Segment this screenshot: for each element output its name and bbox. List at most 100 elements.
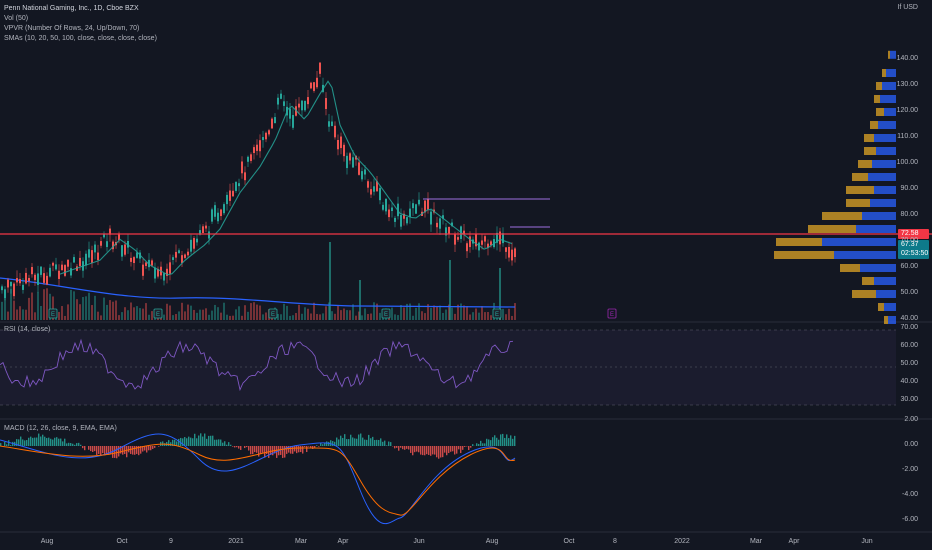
macd-histogram-bar — [398, 446, 400, 451]
macd-histogram-bar — [124, 446, 126, 454]
earnings-marker-label: E — [156, 312, 160, 318]
rsi-legend[interactable]: RSI (14, close) — [4, 326, 51, 333]
volume-bar — [70, 289, 72, 320]
time-axis-tick: Mar — [294, 538, 308, 545]
macd-histogram-bar — [26, 440, 28, 446]
volume-bar — [298, 304, 300, 320]
macd-histogram-bar — [212, 435, 214, 446]
candle-body — [67, 259, 69, 267]
macd-histogram-bar — [170, 442, 172, 446]
macd-histogram-bar — [18, 439, 20, 446]
volume-bar — [10, 288, 12, 320]
candle-body — [466, 243, 468, 252]
candle-body — [250, 154, 252, 161]
candle-body — [193, 237, 195, 249]
macd-histogram-bar — [178, 438, 180, 446]
volume-profile-down — [846, 186, 874, 194]
volume-bar — [331, 311, 333, 320]
moving-averages — [59, 80, 513, 276]
volume-bar — [82, 297, 84, 320]
candle-body — [154, 267, 156, 279]
volume-bar — [301, 313, 303, 320]
macd-histogram-bar — [256, 446, 258, 453]
time-axis-tick: Apr — [788, 538, 800, 545]
volume-bar — [148, 314, 150, 320]
volume-bar — [73, 291, 75, 320]
macd-histogram-bar — [480, 440, 482, 446]
candle-body — [463, 230, 465, 234]
macd-histogram-bar — [292, 446, 294, 454]
volume-bar — [355, 315, 357, 320]
volume-bar — [220, 312, 222, 320]
volume-bar — [193, 309, 195, 320]
volume-profile-up — [874, 134, 896, 142]
volume-bar — [490, 315, 492, 320]
horizontal-levels — [0, 198, 932, 235]
candle-body — [379, 188, 381, 201]
candle-body — [391, 207, 393, 212]
macd-histogram-bar — [90, 446, 92, 452]
candle-body — [274, 117, 276, 124]
macd-histogram-bar — [396, 446, 398, 448]
macd-histogram-bar — [28, 437, 30, 446]
volume-bar — [142, 308, 144, 320]
volume-bar — [40, 305, 42, 320]
earnings-marker — [268, 308, 278, 319]
macd-histogram-bar — [318, 446, 320, 447]
earnings-marker-label: E — [610, 312, 614, 318]
time-axis-tick: Aug — [40, 538, 54, 545]
symbol-title: Penn National Gaming, Inc., 1D, Cboe BZX — [4, 5, 139, 12]
volume-bar — [304, 307, 306, 320]
candle-body — [262, 137, 264, 141]
volume-bar — [175, 313, 177, 320]
macd-histogram-bar — [6, 444, 8, 446]
volume-bar — [46, 288, 48, 320]
earnings-marker-label: E — [495, 312, 499, 318]
macd-histogram-bar — [408, 446, 410, 450]
macd-histogram-bar — [110, 446, 112, 454]
earnings-marker — [153, 308, 163, 319]
volume-bar — [85, 296, 87, 320]
volume-bar — [487, 312, 489, 320]
candle-body — [4, 289, 6, 299]
candle-body — [94, 244, 96, 253]
macd-histogram-bar — [108, 446, 110, 455]
candle-body — [271, 118, 273, 129]
macd-histogram-bar — [52, 439, 54, 446]
macd-histogram-bar — [334, 441, 336, 446]
volume-bar — [334, 313, 336, 320]
macd-histogram-bar — [22, 439, 24, 446]
time-axis-tick: Oct — [563, 538, 575, 545]
macd-histogram-bar — [44, 436, 46, 446]
candlesticks — [1, 62, 516, 301]
volume-bar — [28, 297, 30, 320]
candle-body — [331, 121, 333, 127]
candle-body — [304, 100, 306, 111]
macd-histogram-bar — [282, 446, 284, 458]
candle-body — [478, 242, 480, 251]
macd-legend[interactable]: MACD (12, 26, close, 9, EMA, EMA) — [4, 425, 117, 432]
macd-histogram-bar — [152, 446, 154, 449]
macd-histogram-bar — [254, 446, 256, 453]
candle-body — [37, 273, 39, 285]
volume-bar — [223, 302, 225, 320]
volume-bar — [166, 303, 168, 320]
rsi-axis-tick: 50.00 — [900, 360, 918, 367]
candle-body — [406, 217, 408, 224]
sma-line — [59, 80, 513, 276]
chart-legend[interactable]: Penn National Gaming, Inc., 1D, Cboe BZX… — [4, 4, 157, 44]
macd-histogram-bar — [234, 446, 236, 448]
candle-body — [40, 266, 42, 275]
candle-body — [400, 214, 402, 227]
volume-bar — [211, 310, 213, 320]
macd-histogram-bar — [84, 446, 86, 451]
price-axis-tick: 140.00 — [896, 55, 918, 62]
currency-label[interactable]: If USD — [897, 4, 918, 11]
macd-histogram-bar — [98, 446, 100, 454]
volume-bar — [424, 313, 426, 320]
macd-histogram-bar — [190, 437, 192, 446]
candle-body — [157, 268, 159, 277]
macd-histogram-bar — [512, 438, 514, 446]
volume-bar — [508, 308, 510, 320]
